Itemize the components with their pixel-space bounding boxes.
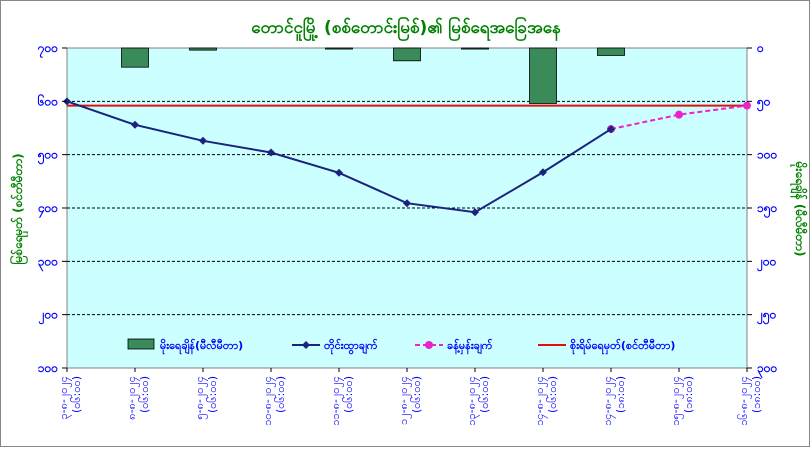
forecast-point [675, 110, 683, 119]
legend-marker [425, 341, 433, 349]
rainfall-bar [393, 47, 421, 62]
right-tick-label: ၂၀၀ [756, 254, 777, 272]
left-tick-label: ၂၀၀ [38, 308, 59, 326]
x-tick-label: ၁၄-၈-၂၀၂၄(၀၆:၀၀) [533, 376, 559, 426]
forecast-point [743, 101, 751, 110]
left-tick-label: ၆၀၀ [37, 92, 59, 108]
left-tick-label: ၁၀၀ [38, 361, 59, 375]
gridlines [67, 100, 747, 316]
x-tick-label: ၈-၈-၂၀၂၄(၀၆:၀၀) [125, 376, 151, 420]
forecast-line [610, 104, 748, 131]
rainfall-bar [189, 47, 217, 51]
legend-swatch [127, 338, 155, 350]
legend-label: မိုးရေချိန်(မီလီမီတာ) [160, 338, 243, 355]
x-tick-label: ၁၄-၈-၂၀၂၄(၁၈:၀၀) [601, 376, 627, 426]
x-tick-label: ၃-၈-၂၀၂၄(၀၆:၀၀) [57, 376, 83, 420]
right-tick-label: ၃၀၀ [757, 361, 778, 379]
series-lines [63, 97, 751, 217]
x-tick-label: ၁၂-၈-၂၀၂၄(၀၆:၀၀) [397, 376, 423, 425]
observed-point [403, 199, 411, 208]
legend-label: ခန့်မှန်းချက် [447, 338, 493, 355]
rainfall-bar [597, 47, 625, 56]
left-tick-label: ၄၀၀ [37, 201, 59, 219]
left-tick-label: ၅၀၀ [37, 148, 59, 166]
right-tick-label: ၀ [756, 41, 764, 55]
legend-label: စိုးရိမ်ရေမှတ်(စင်တီမီတာ) [570, 338, 675, 355]
right-tick-label: ၁၅၀ [757, 201, 778, 219]
observed-point [131, 120, 139, 129]
rainfall-bar [121, 47, 149, 68]
x-tick-label: ၁၆-၈-၂၀၂၄(၁၈:၀၀) [737, 376, 763, 426]
rainfall-bar [461, 47, 489, 50]
observed-point [471, 208, 479, 217]
x-tick-label: ၁၅-၈-၂၀၂၄(၁၈:၀၀) [669, 376, 695, 426]
observed-point [335, 168, 343, 177]
x-tick-label: ၁၃-၈-၂၀၂၄(၀၆:၀၀) [465, 376, 491, 426]
rainfall-bar [529, 47, 557, 104]
chart-title: တောင်ငူမြို့ (စစ်တောင်းမြစ်)၏ မြစ်ရေအခြေ… [251, 15, 561, 42]
rainfall-bars [121, 47, 625, 104]
left-tick-label: ၃၀၀ [38, 254, 59, 272]
left-tick-label: ၇၀၀ [37, 41, 59, 59]
x-tick-label: ၁၁-၈-၂၀၂၄(၀၆:၀၀) [329, 376, 355, 426]
legend-label: တိုင်းထွာချက် [324, 338, 378, 355]
y-axis-right-label: မိုးရေချိန် (မီလီမီတာ) [789, 161, 809, 257]
left-axis-ticks: ၁၀၀ ၂၀၀ ၃၀၀ ၄၀၀ ၅၀၀ ၆၀၀ ၇၀၀ [37, 41, 67, 375]
x-axis-ticks: ၃-၈-၂၀၂၄(၀၆:၀၀) ၈-၈-၂၀၂၄(၀၆:၀၀) ၅-၈-၂၀၂၄(၀… [57, 368, 763, 426]
y-axis-left-label: မြစ်ရေမှတ် (စင်တီမီတာ) [8, 153, 29, 264]
x-tick-label: ၅-၈-၂၀၂၄(၀၆:၀၀) [193, 376, 219, 420]
observed-point [607, 125, 615, 134]
right-tick-label: ၁၀၀ [757, 148, 778, 162]
legend: မိုးရေချိန်(မီလီမီတာ) တိုင်းထွာချက် ခန့်မှ… [127, 338, 675, 355]
observed-point [539, 168, 547, 177]
x-tick-label: ၁၀-၈-၂၀၂၄(၀၆:၀၀) [261, 376, 287, 426]
observed-point [267, 148, 275, 157]
legend-marker [302, 341, 310, 349]
observed-point [199, 136, 207, 145]
right-tick-label: ၅၀ [756, 94, 771, 112]
rainfall-bar [325, 47, 353, 50]
right-tick-label: ၂၅၀ [756, 308, 777, 326]
